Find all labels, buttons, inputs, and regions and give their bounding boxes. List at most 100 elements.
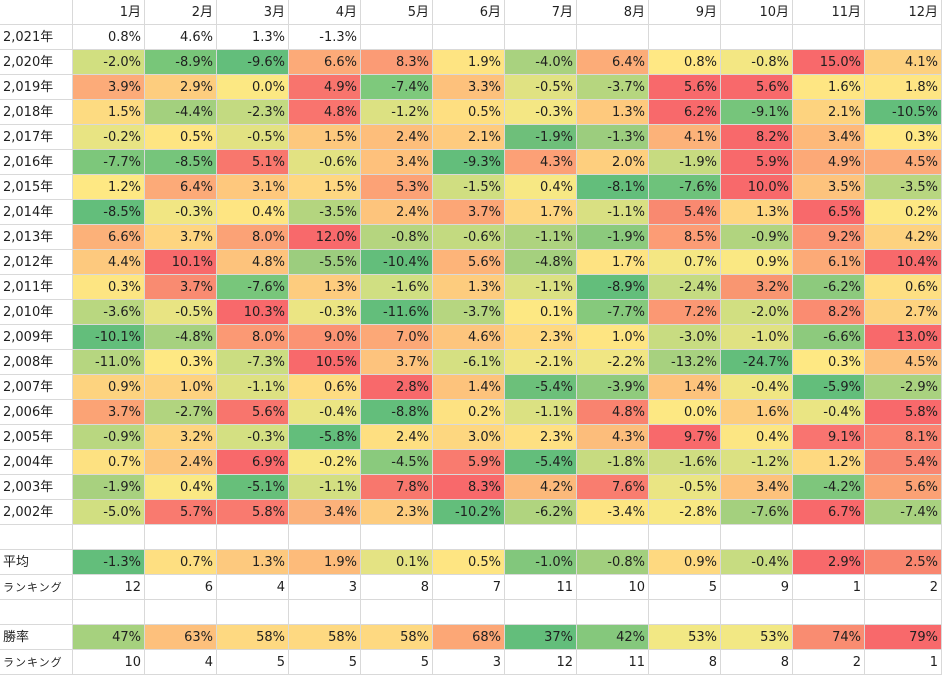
return-cell[interactable]: 1.5% [289, 125, 361, 150]
empty-cell[interactable] [289, 600, 361, 625]
return-cell[interactable]: 6.1% [793, 250, 865, 275]
return-cell[interactable]: 4.3% [577, 425, 649, 450]
ranking-cell[interactable]: 1 [793, 575, 865, 600]
average-cell[interactable]: 0.7% [145, 550, 217, 575]
return-cell[interactable]: 8.2% [721, 125, 793, 150]
return-cell[interactable]: -6.2% [793, 275, 865, 300]
return-cell[interactable]: 0.3% [73, 275, 145, 300]
ranking-cell[interactable]: 1 [865, 650, 942, 675]
year-label[interactable]: 2,018年 [0, 100, 73, 125]
empty-cell[interactable] [361, 600, 433, 625]
year-label[interactable]: 2,016年 [0, 150, 73, 175]
return-cell[interactable]: 6.2% [649, 100, 721, 125]
return-cell[interactable]: -8.9% [145, 50, 217, 75]
return-cell[interactable]: 3.2% [145, 425, 217, 450]
return-cell[interactable] [361, 25, 433, 50]
return-cell[interactable]: 2.7% [865, 300, 942, 325]
ranking-cell[interactable]: 8 [649, 650, 721, 675]
return-cell[interactable]: -0.5% [145, 300, 217, 325]
return-cell[interactable]: 1.7% [505, 200, 577, 225]
return-cell[interactable]: -1.3% [577, 125, 649, 150]
return-cell[interactable]: 5.8% [217, 500, 289, 525]
return-cell[interactable]: 0.4% [145, 475, 217, 500]
return-cell[interactable]: 3.1% [217, 175, 289, 200]
year-label[interactable]: 2,021年 [0, 25, 73, 50]
return-cell[interactable]: 4.1% [865, 50, 942, 75]
return-cell[interactable]: -1.1% [505, 400, 577, 425]
return-cell[interactable]: -8.8% [361, 400, 433, 425]
return-cell[interactable]: -7.3% [217, 350, 289, 375]
year-label[interactable]: 2,003年 [0, 475, 73, 500]
return-cell[interactable]: 3.4% [361, 150, 433, 175]
return-cell[interactable]: -4.8% [145, 325, 217, 350]
return-cell[interactable]: 4.8% [577, 400, 649, 425]
average-cell[interactable]: -1.3% [73, 550, 145, 575]
return-cell[interactable]: 2.0% [577, 150, 649, 175]
empty-cell[interactable] [865, 600, 942, 625]
return-cell[interactable]: 2.3% [505, 325, 577, 350]
year-label[interactable]: 2,011年 [0, 275, 73, 300]
return-cell[interactable]: 8.3% [361, 50, 433, 75]
empty-cell[interactable] [73, 525, 145, 550]
empty-cell[interactable] [73, 600, 145, 625]
return-cell[interactable]: 5.7% [145, 500, 217, 525]
corner-cell[interactable] [0, 0, 73, 25]
year-label[interactable]: 2,005年 [0, 425, 73, 450]
return-cell[interactable]: 10.0% [721, 175, 793, 200]
month-header[interactable]: 6月 [433, 0, 505, 25]
ranking-cell[interactable]: 10 [577, 575, 649, 600]
return-cell[interactable]: 0.8% [73, 25, 145, 50]
winrate-label[interactable]: 勝率 [0, 625, 73, 650]
return-cell[interactable]: 4.2% [865, 225, 942, 250]
empty-cell[interactable] [793, 600, 865, 625]
year-label[interactable]: 2,007年 [0, 375, 73, 400]
return-cell[interactable]: -1.9% [577, 225, 649, 250]
winrate-cell[interactable]: 74% [793, 625, 865, 650]
average-cell[interactable]: 1.9% [289, 550, 361, 575]
return-cell[interactable]: -2.1% [505, 350, 577, 375]
return-cell[interactable]: 4.8% [289, 100, 361, 125]
return-cell[interactable]: -0.2% [289, 450, 361, 475]
year-label[interactable]: 2,008年 [0, 350, 73, 375]
return-cell[interactable]: -4.2% [793, 475, 865, 500]
return-cell[interactable]: 7.6% [577, 475, 649, 500]
return-cell[interactable]: 0.3% [145, 350, 217, 375]
return-cell[interactable]: -2.2% [577, 350, 649, 375]
average-cell[interactable]: 0.5% [433, 550, 505, 575]
return-cell[interactable]: -1.6% [649, 450, 721, 475]
return-cell[interactable]: 0.2% [433, 400, 505, 425]
return-cell[interactable]: -0.4% [289, 400, 361, 425]
return-cell[interactable]: 0.4% [505, 175, 577, 200]
return-cell[interactable]: 2.3% [505, 425, 577, 450]
empty-cell[interactable] [577, 600, 649, 625]
return-cell[interactable]: 5.9% [721, 150, 793, 175]
return-cell[interactable]: -1.3% [289, 25, 361, 50]
return-cell[interactable]: 1.2% [793, 450, 865, 475]
return-cell[interactable]: 2.9% [145, 75, 217, 100]
return-cell[interactable]: -9.6% [217, 50, 289, 75]
return-cell[interactable]: -0.9% [721, 225, 793, 250]
ranking-cell[interactable]: 3 [289, 575, 361, 600]
year-label[interactable]: 2,010年 [0, 300, 73, 325]
return-cell[interactable]: 3.4% [289, 500, 361, 525]
return-cell[interactable]: -3.5% [289, 200, 361, 225]
empty-cell[interactable] [433, 525, 505, 550]
return-cell[interactable] [865, 25, 942, 50]
return-cell[interactable]: -8.1% [577, 175, 649, 200]
return-cell[interactable]: 4.5% [865, 150, 942, 175]
empty-cell[interactable] [145, 600, 217, 625]
ranking-cell[interactable]: 9 [721, 575, 793, 600]
ranking-label[interactable]: ランキング [0, 650, 73, 675]
return-cell[interactable]: -1.1% [505, 275, 577, 300]
return-cell[interactable]: 4.3% [505, 150, 577, 175]
return-cell[interactable]: -0.6% [433, 225, 505, 250]
return-cell[interactable]: 6.7% [793, 500, 865, 525]
month-header[interactable]: 11月 [793, 0, 865, 25]
return-cell[interactable]: -1.1% [577, 200, 649, 225]
return-cell[interactable]: -11.0% [73, 350, 145, 375]
empty-cell[interactable] [649, 600, 721, 625]
return-cell[interactable]: -4.5% [361, 450, 433, 475]
ranking-cell[interactable]: 11 [577, 650, 649, 675]
ranking-cell[interactable]: 11 [505, 575, 577, 600]
